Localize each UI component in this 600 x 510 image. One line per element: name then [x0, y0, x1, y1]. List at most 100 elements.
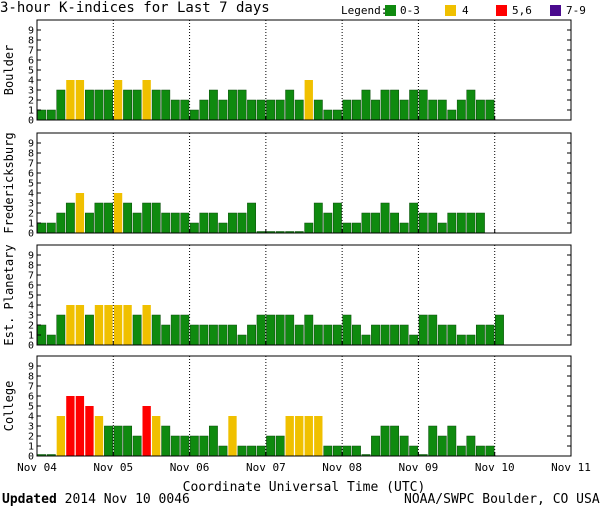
bar-3-48 [485, 324, 495, 346]
y-tick-label-1-5: 5 [28, 66, 34, 77]
bar-3-27 [285, 314, 295, 346]
y-tick-label-2-6: 6 [28, 169, 34, 180]
bar-2-10 [123, 202, 133, 234]
legend-text-7-9: 7-9 [566, 4, 586, 17]
bar-4-5 [75, 396, 85, 456]
bar-2-11 [132, 212, 142, 234]
bar-3-35 [361, 334, 371, 346]
bar-4-36 [371, 435, 380, 457]
y-tick-label-4-9: 9 [28, 362, 34, 373]
bar-3-19 [208, 324, 218, 346]
bar-1-4 [66, 80, 75, 120]
bar-2-19 [208, 212, 218, 234]
bar-4-3 [56, 416, 66, 456]
bar-3-33 [342, 314, 352, 346]
bar-3-24 [256, 314, 266, 346]
bar-1-38 [390, 89, 400, 121]
chart-title: 3-hour K-indices for Last 7 days [0, 0, 270, 16]
bar-1-9 [113, 80, 123, 120]
bar-1-8 [104, 89, 113, 121]
y-tick-label-2-4: 4 [28, 189, 34, 200]
y-tick-label-4-8: 8 [28, 372, 34, 383]
bar-1-19 [208, 89, 218, 121]
bar-2-8 [104, 202, 113, 234]
bar-2-41 [418, 212, 428, 234]
y-tick-label-1-1: 1 [28, 106, 34, 117]
bar-2-2 [46, 222, 56, 234]
bar-3-46 [466, 334, 476, 346]
bar-1-22 [237, 89, 247, 121]
y-tick-label-1-3: 3 [28, 86, 34, 97]
bar-4-10 [123, 425, 133, 457]
legend-text-4: 4 [462, 4, 469, 17]
x-tick-label-3: Nov 06 [170, 461, 210, 474]
x-tick-label-7: Nov 10 [475, 461, 515, 474]
y-tick-label-3-5: 5 [28, 291, 34, 302]
bar-3-4 [66, 305, 75, 345]
bar-4-17 [189, 435, 199, 457]
bar-1-3 [56, 89, 66, 121]
bar-2-38 [390, 212, 400, 234]
bar-3-17 [189, 324, 199, 346]
bar-3-32 [332, 324, 342, 346]
bar-1-40 [409, 89, 419, 121]
bar-3-44 [447, 324, 457, 346]
bar-2-46 [466, 212, 476, 234]
y-tick-label-2-5: 5 [28, 179, 34, 190]
bar-2-4 [65, 202, 75, 234]
bar-2-29 [304, 222, 314, 234]
bar-4-15 [170, 435, 180, 457]
bar-1-42 [428, 99, 438, 121]
bar-4-29 [304, 416, 313, 456]
bar-4-43 [437, 435, 447, 457]
bar-2-12 [142, 202, 152, 234]
updated-label: Updated [2, 492, 57, 507]
bar-4-34 [352, 445, 361, 457]
bar-4-48 [485, 445, 495, 457]
bar-2-45 [456, 212, 466, 234]
bar-1-45 [456, 99, 466, 121]
y-tick-label-3-7: 7 [28, 271, 34, 282]
bar-3-15 [170, 314, 180, 346]
y-tick-label-4-5: 5 [28, 402, 34, 413]
bar-4-7 [94, 416, 104, 456]
bar-1-35 [361, 89, 371, 121]
bar-3-13 [151, 314, 161, 346]
bar-3-26 [275, 314, 285, 346]
bar-1-43 [437, 99, 447, 121]
bar-3-38 [390, 324, 400, 346]
y-tick-label-1-0: 0 [28, 116, 34, 127]
bar-3-47 [475, 324, 485, 346]
bar-1-30 [313, 99, 323, 121]
bar-4-27 [285, 416, 294, 456]
bar-3-3 [56, 314, 66, 346]
bar-2-43 [437, 222, 447, 234]
legend-swatch-4 [445, 5, 456, 16]
bar-3-40 [409, 334, 419, 346]
y-tick-label-4-6: 6 [28, 392, 34, 403]
bar-2-47 [475, 212, 485, 234]
bar-3-28 [294, 324, 304, 346]
bar-4-19 [208, 425, 218, 457]
bar-3-42 [428, 314, 438, 346]
bar-4-13 [152, 416, 161, 456]
y-tick-label-2-0: 0 [28, 229, 34, 240]
bar-1-37 [380, 89, 390, 121]
bar-2-16 [180, 212, 190, 234]
bar-3-41 [418, 314, 428, 346]
bar-4-33 [342, 445, 352, 457]
bar-4-14 [161, 425, 171, 457]
bar-1-34 [352, 99, 361, 121]
bar-4-6 [85, 406, 94, 456]
legend-text-5-6: 5,6 [512, 4, 532, 17]
legend-text-0-3: 0-3 [400, 4, 420, 17]
bar-4-24 [256, 445, 266, 457]
bar-2-31 [323, 212, 333, 234]
bar-3-2 [46, 334, 56, 346]
bar-1-21 [228, 89, 237, 121]
y-tick-label-2-2: 2 [28, 209, 34, 220]
bar-2-35 [361, 212, 371, 234]
bar-1-16 [180, 99, 190, 121]
bar-1-14 [161, 89, 171, 121]
legend-swatch-5-6 [496, 5, 507, 16]
